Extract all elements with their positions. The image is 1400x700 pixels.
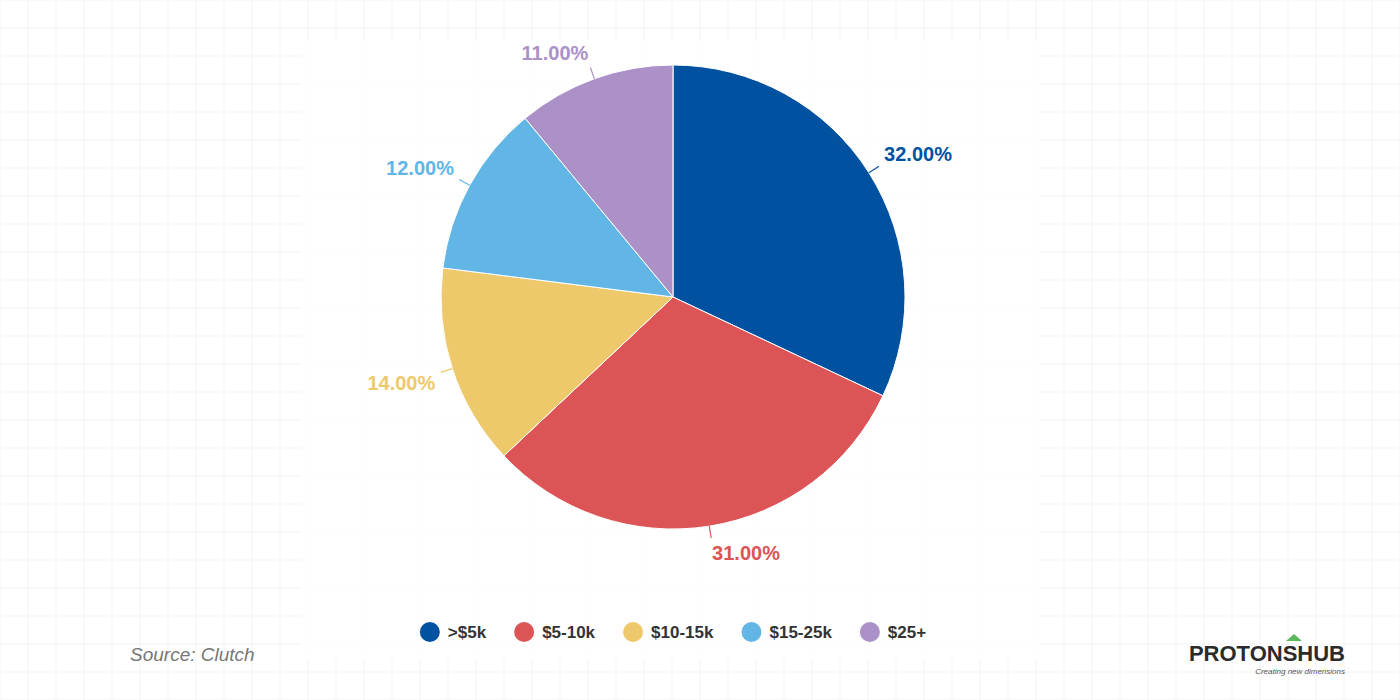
leader-line: [590, 67, 594, 78]
legend-swatch: [420, 622, 440, 642]
grid-decoration: [196, 0, 197, 700]
source-note: Source: Clutch: [130, 644, 255, 665]
chart-canvas: 32.00% 31.00% 14.00% 12.00% 11.00% >$5k $5-10k…: [0, 0, 1400, 700]
data-label: 14.00%: [367, 372, 435, 394]
grid-decoration: [1288, 0, 1289, 700]
pie: [441, 65, 905, 529]
legend-label: $25+: [888, 623, 926, 642]
background-grid: [0, 0, 1400, 700]
legend-swatch: [514, 622, 534, 642]
data-label: 12.00%: [386, 157, 454, 179]
grid-decoration: [1204, 0, 1205, 700]
grid-decoration: [280, 0, 281, 700]
legend-item: $15-25k: [741, 622, 832, 642]
legend-swatch: [741, 622, 761, 642]
legend-item: $5-10k: [514, 622, 595, 642]
legend-swatch: [623, 622, 643, 642]
grid-decoration: [1232, 0, 1233, 700]
logo-tagline: Creating new dimensions: [1255, 667, 1345, 676]
legend: >$5k $5-10k $10-15k $15-25k $25+: [420, 622, 926, 642]
legend-swatch: [860, 622, 880, 642]
logo-icon: [1286, 634, 1302, 641]
legend-label: $10-15k: [651, 623, 714, 642]
data-label: 11.00%: [522, 42, 589, 64]
grid-decoration: [1372, 0, 1373, 700]
legend-item: $10-15k: [623, 622, 714, 642]
grid-decoration: [1064, 0, 1065, 700]
grid-decoration: [1148, 0, 1149, 700]
data-label: 31.00%: [712, 542, 780, 564]
grid-decoration: [1120, 0, 1121, 700]
grid-decoration: [0, 0, 1400, 1]
panel-decoration: [300, 40, 1040, 660]
legend-label: $5-10k: [542, 623, 595, 642]
leader-line: [459, 179, 470, 185]
pie-slice: [441, 268, 673, 456]
legend-item: $25+: [860, 622, 926, 642]
grid-decoration: [1344, 0, 1345, 700]
grid-decoration: [1176, 0, 1177, 700]
grid-decoration: [0, 0, 1, 700]
grid-decoration: [56, 0, 57, 700]
logo-text: PROTONSHUB: [1189, 641, 1345, 666]
data-label: 32.00%: [884, 143, 952, 165]
grid-decoration: [112, 0, 113, 700]
leader-line: [709, 526, 711, 538]
grid-decoration: [224, 0, 225, 700]
grid-decoration: [140, 0, 141, 700]
grid-decoration: [1316, 0, 1317, 700]
grid-decoration: [0, 672, 1400, 673]
pie-slice: [525, 65, 673, 297]
legend-label: $15-25k: [769, 623, 832, 642]
grid-decoration: [252, 0, 253, 700]
grid-decoration: [1092, 0, 1093, 700]
leader-line: [869, 166, 879, 172]
legend-label: >$5k: [448, 623, 487, 642]
grid-decoration: [84, 0, 85, 700]
grid-decoration: [1260, 0, 1261, 700]
grid-decoration: [0, 28, 1400, 29]
grid-decoration: [168, 0, 169, 700]
data-labels: 32.00% 31.00% 14.00% 12.00% 11.00%: [367, 42, 952, 564]
grid-decoration: [28, 0, 29, 700]
leader-line: [441, 369, 452, 373]
legend-item: >$5k: [420, 622, 487, 642]
